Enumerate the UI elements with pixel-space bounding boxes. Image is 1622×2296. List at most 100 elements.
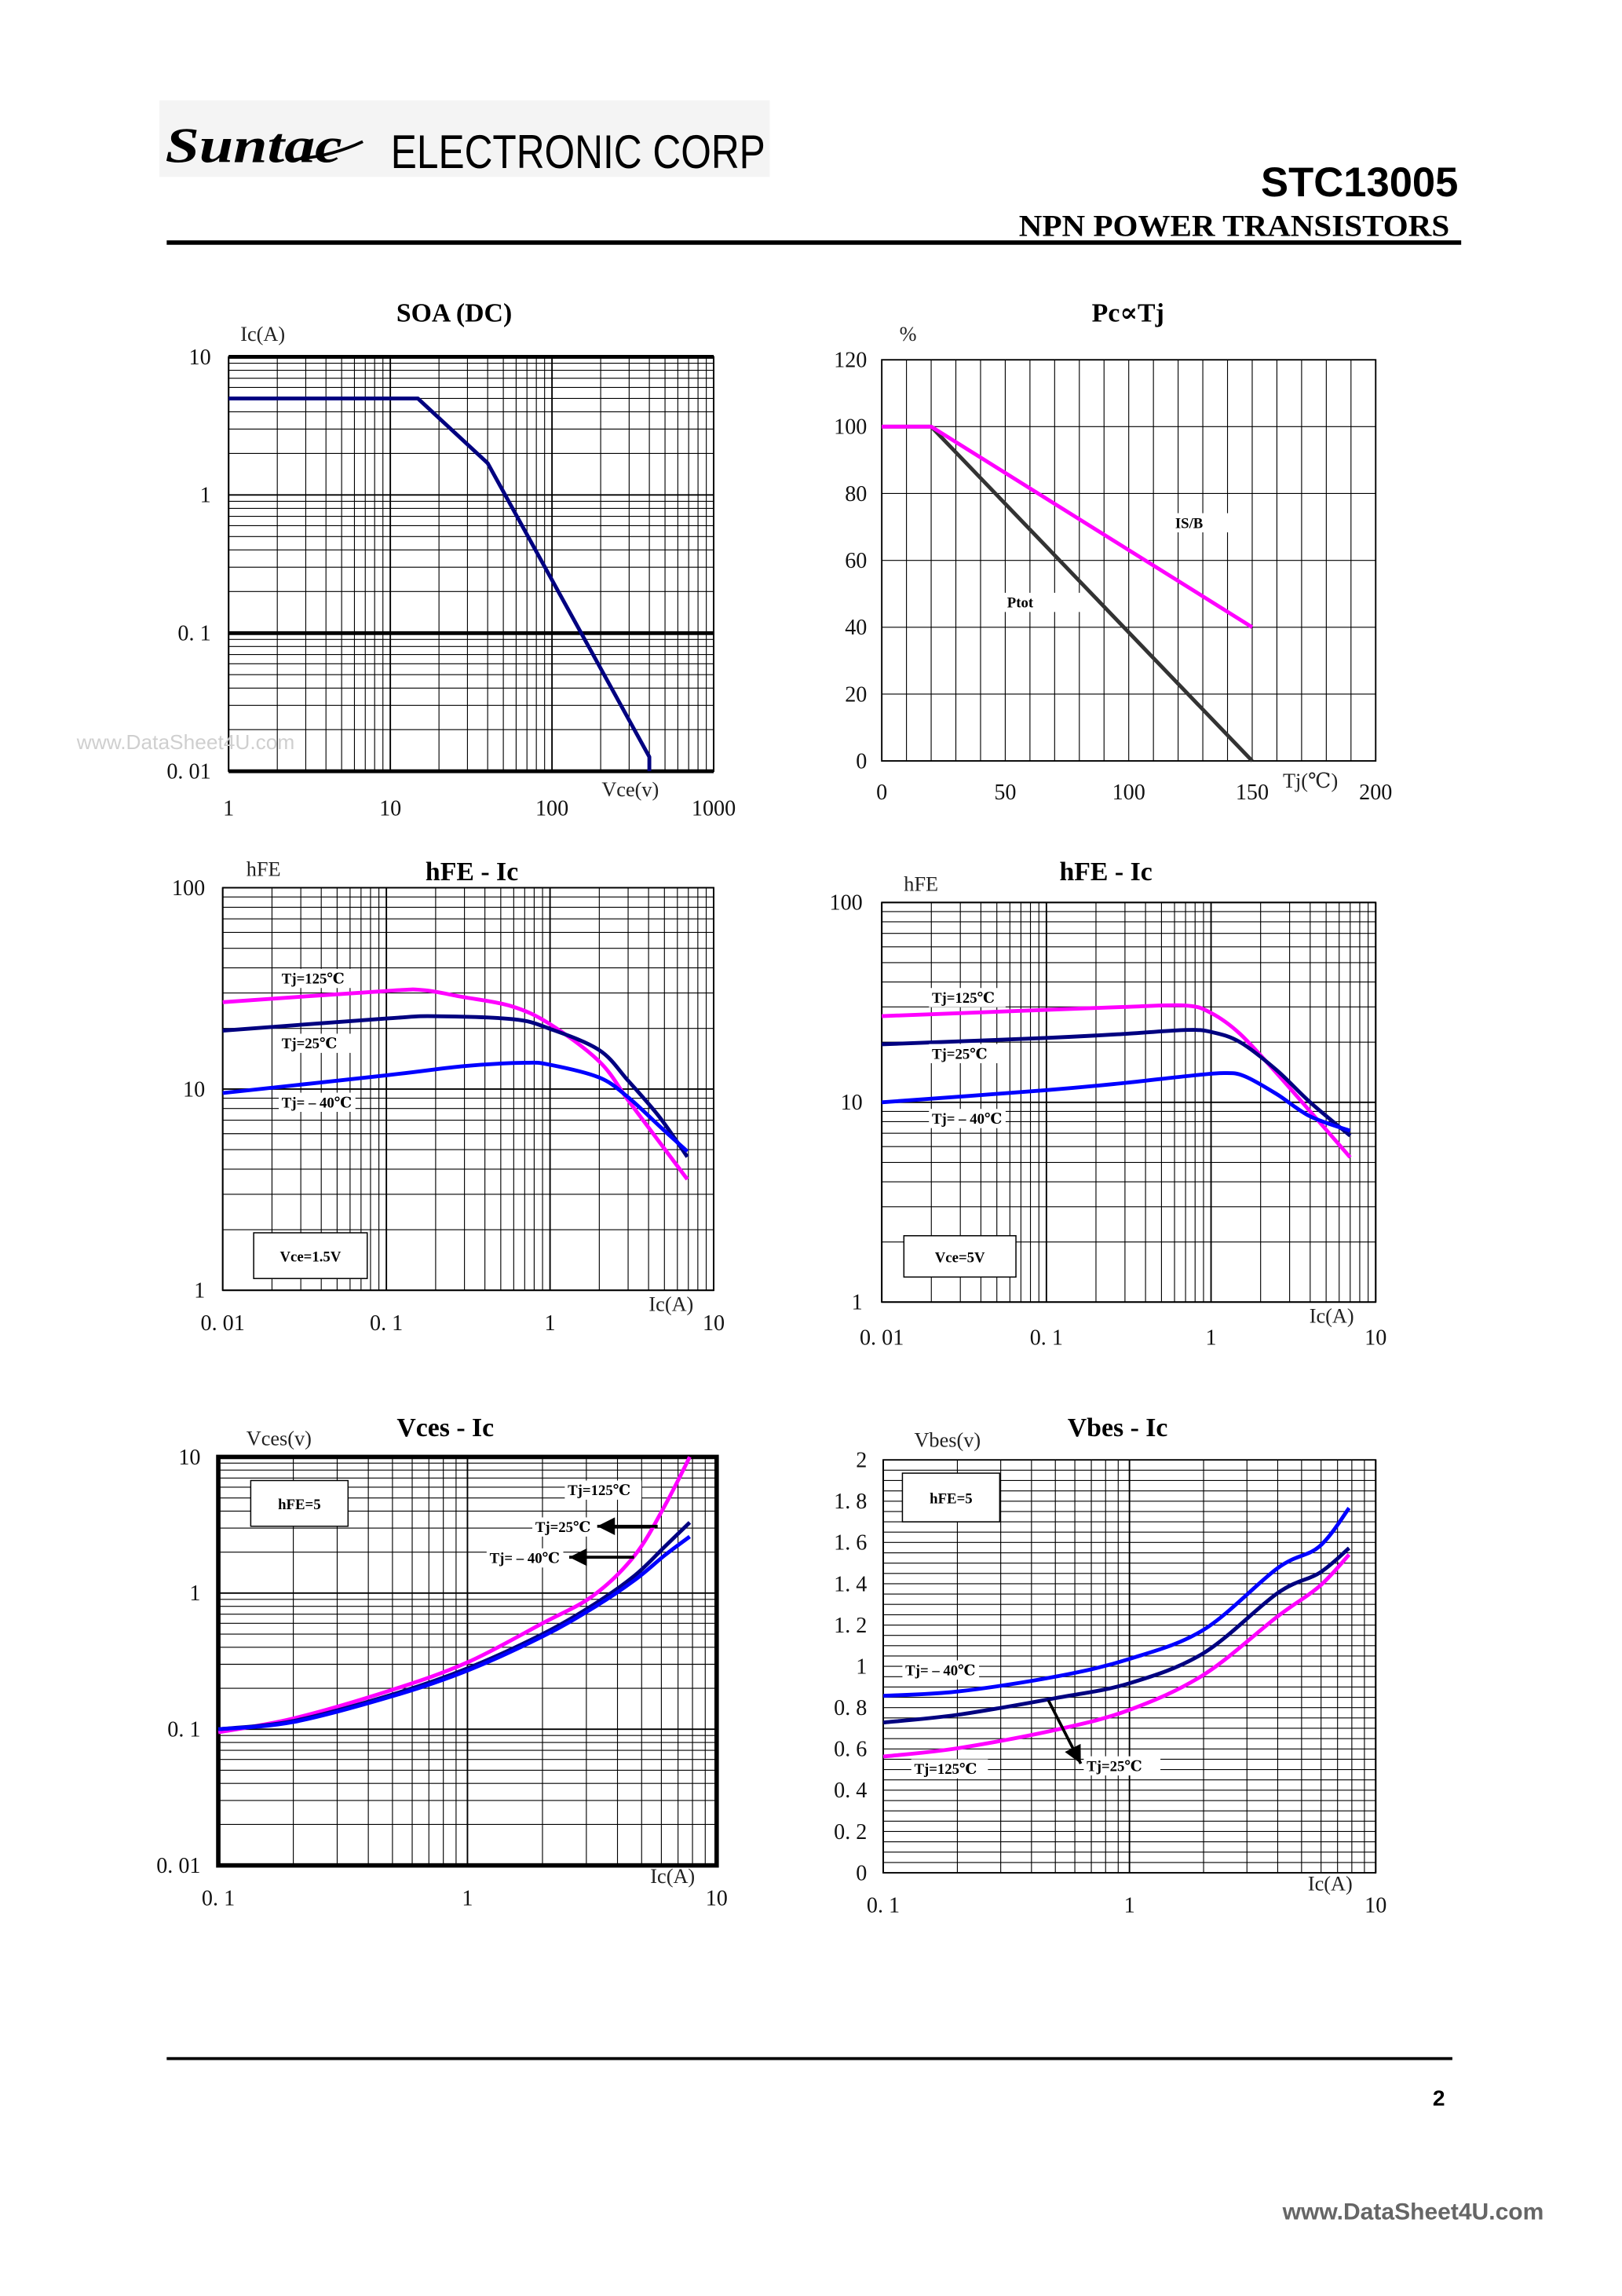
chart-title: SOA (DC)	[396, 298, 512, 327]
series-line-0	[228, 396, 652, 772]
x-tick-label: 0. 1	[202, 1886, 235, 1910]
label-background	[1004, 592, 1081, 612]
series-line-1	[882, 1028, 1352, 1138]
x-tick-label: 10	[1364, 1894, 1386, 1918]
chart-0: 1 10 100 1000 10 1 0. 1 0. 01 SOA (DC) Ic(A) Vce(v…	[166, 298, 736, 821]
series-line-2	[882, 1506, 1351, 1698]
label-background	[279, 1092, 356, 1112]
part-number: STC13005	[1261, 159, 1458, 206]
chart-title: hFE - Ic	[426, 857, 518, 887]
x-axis-label: Ic(A)	[648, 1293, 693, 1316]
chart-title: Vbes - Ic	[1068, 1413, 1168, 1442]
y-tick-label: 0. 4	[834, 1779, 867, 1803]
series-line-0	[217, 1456, 692, 1735]
x-tick-label: 1	[223, 797, 234, 821]
y-axis-label: hFE	[904, 872, 938, 895]
label-background	[929, 1109, 1006, 1128]
label-background	[911, 1759, 988, 1779]
x-tick-label: 150	[1236, 781, 1269, 805]
series-line-1	[217, 1521, 692, 1731]
label-background	[279, 968, 356, 989]
x-tick-label: 1	[462, 1886, 473, 1910]
series-label-2: Tj= – 40℃	[932, 1111, 1002, 1128]
y-axis-label: Vces(v)	[247, 1427, 312, 1450]
y-tick-label: 1	[200, 484, 211, 508]
label-background	[564, 1480, 642, 1500]
condition-label: hFE=5	[930, 1491, 973, 1508]
y-tick-label: 0. 8	[834, 1696, 867, 1720]
condition-box	[250, 1479, 349, 1527]
series-label-0: Tj=125℃	[568, 1483, 630, 1499]
y-tick-label: 20	[845, 682, 867, 707]
y-tick-label: 1	[852, 1291, 863, 1315]
series-label-0: Tj=125℃	[932, 990, 995, 1007]
series-line-1	[882, 424, 1254, 629]
plot-frame	[228, 356, 714, 773]
series-line-1	[222, 1014, 689, 1158]
x-tick-label: 100	[1112, 781, 1145, 805]
y-tick-label: 0. 6	[834, 1738, 867, 1762]
y-tick-label: 1. 4	[834, 1572, 867, 1596]
series-label-1: Tj=25℃	[932, 1046, 988, 1062]
y-tick-label: 60	[845, 549, 867, 573]
x-tick-label: 0. 1	[370, 1311, 403, 1336]
label-background	[929, 988, 1006, 1007]
x-axis-label: Ic(A)	[1310, 1305, 1354, 1328]
label-background	[532, 1517, 609, 1537]
header: Suntac ELECTRONIC CORP STC13005 NPN POWE…	[159, 100, 1462, 245]
x-axis-label: Ic(A)	[1308, 1873, 1353, 1896]
series-line-1	[882, 1546, 1351, 1725]
label-background	[486, 1548, 564, 1568]
chart-title: Pc∝Tj	[1092, 298, 1164, 327]
y-tick-label: 1. 2	[834, 1614, 867, 1638]
series-label-1: IS/B	[1175, 515, 1203, 532]
y-axis-label: %	[900, 323, 917, 345]
arrow-head-icon	[1065, 1743, 1081, 1764]
x-tick-label: 10	[379, 797, 401, 821]
y-tick-label: 80	[845, 482, 867, 506]
x-tick-label: 1	[545, 1311, 556, 1336]
series-label-1: Tj=25℃	[1087, 1758, 1142, 1775]
y-tick-label: 0. 1	[177, 622, 210, 646]
y-tick-label: 120	[834, 349, 867, 373]
series-line-2	[217, 1534, 692, 1731]
chart-4: Tj=125℃ Tj=25℃ Tj= – 40℃ hFE=5 0. 1 1 10 10 1 0. …	[156, 1413, 728, 1910]
x-tick-label: 10	[706, 1886, 728, 1910]
y-tick-label: 0	[856, 749, 867, 773]
y-tick-label: 0. 01	[166, 760, 210, 784]
x-tick-label: 100	[535, 797, 568, 821]
chart-title: Vces - Ic	[396, 1413, 494, 1442]
grid	[881, 359, 1376, 762]
x-tick-label: 10	[703, 1311, 725, 1336]
x-tick-label: 0. 1	[1030, 1326, 1063, 1351]
condition-box	[903, 1234, 1017, 1278]
label-background	[279, 1033, 356, 1053]
y-tick-label: 0. 1	[167, 1718, 200, 1742]
y-axis-label: Vbes(v)	[914, 1428, 981, 1451]
arrow-head-icon	[569, 1548, 587, 1567]
condition-box	[253, 1232, 368, 1279]
y-axis-label: Ic(A)	[240, 323, 285, 345]
header-divider	[166, 240, 1462, 245]
x-tick-label: 200	[1359, 781, 1392, 805]
x-axis-label: Tj(℃)	[1283, 770, 1338, 792]
label-background	[929, 1044, 1006, 1064]
plot-frame	[216, 1454, 719, 1868]
x-tick-label: 1	[1124, 1894, 1135, 1918]
grid	[221, 887, 714, 1292]
series-label-0: Tj=125℃	[914, 1761, 977, 1778]
y-tick-label: 1. 6	[834, 1531, 867, 1556]
series-label-1: Tj=25℃	[282, 1036, 338, 1052]
series-label-0: Tj=125℃	[282, 971, 345, 988]
y-tick-label: 0. 2	[834, 1820, 867, 1844]
x-axis-label: Ic(A)	[650, 1865, 695, 1888]
page-number: 2	[1433, 2086, 1445, 2111]
footer-divider	[166, 2057, 1452, 2060]
y-tick-label: 10	[189, 345, 211, 370]
condition-label: Vce=1.5V	[279, 1249, 341, 1266]
y-tick-label: 0	[856, 1861, 867, 1885]
series-label-0: Ptot	[1007, 595, 1034, 612]
label-background	[1083, 1756, 1161, 1776]
